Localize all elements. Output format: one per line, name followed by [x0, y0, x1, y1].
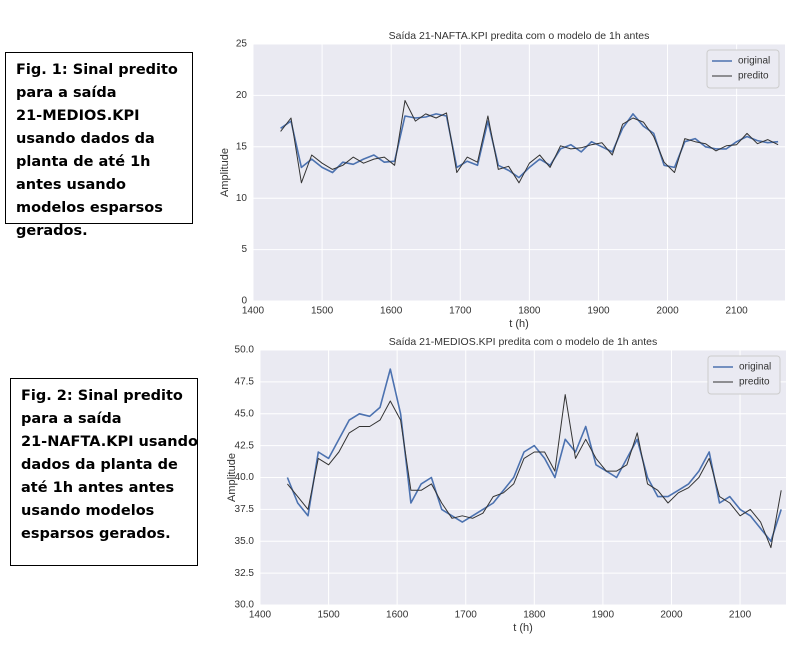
y-tick-label: 15: [236, 141, 248, 152]
x-tick-label: 1400: [249, 610, 272, 621]
caption-line: esparsos gerados.: [21, 526, 171, 542]
chart-title: Saída 21-MEDIOS.KPI predita com o modelo…: [389, 336, 657, 348]
caption-line: 21-NAFTA.KPI usando: [21, 434, 198, 450]
caption-line: usando modelos: [21, 503, 155, 519]
x-tick-label: 1900: [587, 306, 610, 317]
legend-label: predito: [738, 71, 769, 82]
y-tick-label: 10: [236, 193, 248, 204]
y-tick-label: 0: [241, 296, 247, 307]
y-tick-label: 37.5: [235, 504, 255, 515]
series-line: [280, 100, 779, 184]
x-tick-label: 1900: [592, 610, 615, 621]
y-tick-label: 32.5: [235, 568, 255, 579]
caption-line: para a saída: [16, 85, 117, 101]
y-tick-label: 50.0: [235, 345, 255, 356]
x-tick-label: 1400: [242, 306, 265, 317]
y-tick-label: 25: [236, 39, 248, 50]
plot-area: [253, 44, 785, 301]
caption-line: gerados.: [16, 223, 88, 239]
x-tick-label: 1800: [523, 610, 546, 621]
caption-box: Fig. 1: Sinal predito para a saída 21-MEDI…: [5, 52, 193, 239]
x-tick-label: 2100: [729, 610, 752, 621]
y-tick-label: 20: [236, 90, 248, 101]
x-tick-label: 1600: [386, 610, 409, 621]
caption-line: Fig. 1: Sinal predito: [16, 62, 178, 78]
y-tick-label: 5: [241, 244, 247, 255]
legend-label: original: [738, 56, 770, 67]
caption-line: dados da planta de: [21, 457, 178, 473]
caption-line: antes usando: [16, 177, 126, 193]
caption-line: usando dados da: [16, 131, 155, 147]
y-axis-label: Amplitude: [219, 148, 231, 197]
series-line: [280, 113, 779, 179]
y-tick-label: 47.5: [235, 377, 255, 388]
x-axis-label: t (h): [509, 318, 529, 330]
caption-box: Fig. 2: Sinal predito para a saída 21-NAFT…: [10, 378, 198, 566]
legend-box: [707, 355, 781, 395]
y-axis-label: Amplitude: [226, 453, 238, 502]
x-tick-label: 1800: [518, 306, 541, 317]
caption-line: modelos esparsos: [16, 200, 163, 216]
y-tick-label: 42.5: [235, 440, 255, 451]
x-tick-label: 1700: [455, 610, 478, 621]
x-tick-label: 1500: [317, 610, 340, 621]
caption-line: planta de até 1h: [16, 154, 151, 170]
x-tick-label: 1600: [380, 306, 403, 317]
y-tick-label: 40.0: [235, 472, 255, 483]
series-line: [286, 368, 782, 543]
series-line: [287, 394, 782, 549]
x-axis-label: t (h): [513, 622, 533, 634]
y-tick-label: 35.0: [235, 536, 255, 547]
caption-line: até 1h antes antes: [21, 480, 175, 496]
legend-label: original: [739, 362, 771, 373]
x-tick-label: 1500: [311, 306, 334, 317]
caption-line: 21-MEDIOS.KPI: [16, 108, 140, 124]
y-tick-label: 30.0: [235, 600, 255, 611]
y-tick-label: 45.0: [235, 408, 255, 419]
caption-line: Fig. 2: Sinal predito: [21, 388, 183, 404]
legend-box: [706, 49, 780, 89]
x-tick-label: 2100: [726, 306, 749, 317]
caption-line: para a saída: [21, 411, 122, 427]
x-tick-label: 2000: [656, 306, 679, 317]
x-tick-label: 1700: [449, 306, 472, 317]
legend-label: predito: [739, 377, 770, 388]
x-tick-label: 2000: [660, 610, 683, 621]
chart-title: Saída 21-NAFTA.KPI predita com o modelo …: [389, 30, 650, 42]
